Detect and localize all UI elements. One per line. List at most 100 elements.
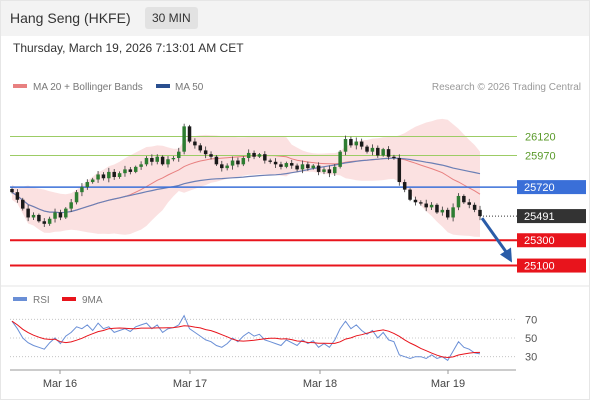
candle-body: [263, 154, 267, 161]
forecast-arrow-head: [500, 247, 512, 263]
candle-body: [37, 214, 41, 222]
rsi-tick-50: 50: [525, 333, 537, 345]
candle-body: [225, 165, 229, 169]
level-label-box-25491: [517, 209, 586, 224]
candle-body: [408, 189, 412, 200]
rsi-tick-70: 70: [525, 314, 537, 326]
candle-body: [445, 209, 450, 218]
candle-body: [424, 203, 428, 208]
x-tick-label: Mar 18: [303, 378, 337, 390]
candle-body: [133, 166, 138, 172]
candle-body: [376, 147, 380, 156]
rsi-ma-line: [11, 320, 481, 359]
candle-body: [386, 149, 391, 157]
candle-body: [306, 164, 310, 169]
candle-body: [112, 171, 116, 177]
candle-body: [279, 164, 283, 167]
x-tick-label: Mar 16: [43, 378, 77, 390]
candle-body: [15, 192, 20, 200]
candle-body: [478, 209, 482, 217]
forecast-arrow-shaft: [480, 217, 510, 256]
candle-body: [246, 152, 251, 158]
candle-body: [333, 166, 337, 174]
candle-body: [47, 218, 52, 224]
candle-body: [370, 147, 375, 152]
x-tick-label: Mar 17: [173, 378, 207, 390]
candle-body: [144, 158, 149, 165]
candle-body: [236, 160, 240, 165]
header-bar: [0, 0, 590, 36]
candle-body: [64, 208, 68, 218]
candle-body: [338, 151, 342, 167]
candle-body: [53, 212, 57, 219]
bollinger-band-area: [12, 118, 480, 237]
rsi-tick-30: 30: [525, 352, 537, 364]
level-label-26120: 26120: [525, 131, 556, 143]
candle-body: [268, 160, 272, 162]
candle-body: [182, 126, 186, 152]
candle-body: [187, 126, 192, 142]
candle-body: [241, 158, 246, 165]
ma50-legend-swatch: [156, 84, 170, 88]
report-datetime: Thursday, March 19, 2026 7:13:01 AM CET: [13, 41, 244, 55]
candle-body: [90, 179, 95, 183]
instrument-title: Hang Seng (HKFE): [10, 10, 131, 26]
candle-body: [327, 169, 332, 174]
level-label-box-25100: [517, 258, 586, 273]
rsi-legend-swatch: [13, 297, 27, 301]
candle-body: [472, 204, 477, 210]
candle-body: [257, 154, 262, 157]
bollinger-legend-swatch: [13, 84, 27, 88]
candle-body: [214, 156, 219, 165]
candle-body: [322, 169, 326, 172]
candle-body: [96, 174, 100, 180]
candle-body: [456, 195, 461, 208]
candle-body: [311, 165, 315, 169]
level-label-25970: 25970: [525, 150, 556, 162]
candle-body: [230, 160, 235, 166]
candle-body: [252, 152, 256, 157]
candle-body: [435, 204, 439, 213]
x-tick-label: Mar 19: [431, 378, 465, 390]
candle-body: [413, 199, 418, 203]
candle-body: [150, 158, 154, 162]
rsi-ma-legend-swatch: [62, 297, 76, 301]
candle-body: [193, 141, 197, 146]
rsi-legend-label: RSI: [33, 295, 50, 306]
candle-body: [381, 149, 385, 156]
rsi-line: [11, 314, 481, 362]
candle-body: [69, 202, 73, 209]
candle-body: [451, 207, 455, 218]
level-label-25100: 25100: [524, 261, 555, 273]
timeframe-badge[interactable]: 30 MIN: [145, 7, 198, 29]
candle-body: [21, 199, 25, 209]
bollinger-legend-label: MA 20 + Bollinger Bands: [33, 82, 143, 93]
candle-body: [289, 163, 294, 166]
level-label-25720: 25720: [524, 182, 555, 194]
candle-body: [123, 169, 127, 174]
level-label-25300: 25300: [524, 235, 555, 247]
candle-body: [359, 141, 364, 147]
candle-body: [139, 164, 143, 167]
candle-body: [26, 208, 30, 218]
candle-body: [209, 154, 213, 157]
candle-body: [419, 202, 423, 204]
candle-body: [392, 156, 396, 158]
candle-body: [117, 173, 122, 177]
rsi-ma-legend-label: 9MA: [82, 295, 103, 306]
candle-body: [354, 141, 359, 146]
candle-body: [343, 139, 348, 152]
candle-body: [284, 163, 289, 167]
candle-body: [220, 164, 224, 169]
candle-body: [198, 145, 203, 151]
candle-body: [74, 192, 79, 203]
ma50-line: [11, 157, 481, 214]
candle-body: [166, 159, 170, 165]
candle-body: [160, 156, 165, 165]
candle-body: [300, 164, 305, 170]
candle-body: [101, 174, 106, 179]
level-label-box-25720: [517, 180, 586, 195]
candle-body: [203, 150, 208, 155]
candle-body: [85, 182, 90, 188]
